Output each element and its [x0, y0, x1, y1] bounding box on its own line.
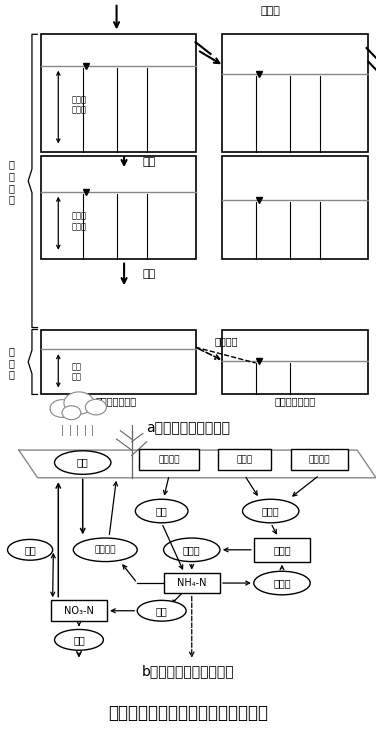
Bar	[51, 601, 107, 621]
Text: 有機化: 有機化	[273, 578, 291, 588]
Text: 浸透: 浸透	[143, 157, 156, 167]
Text: b．窒素収支サブモデル: b．窒素収支サブモデル	[142, 665, 234, 679]
Text: 不
飽
和
帯: 不 飽 和 帯	[8, 160, 14, 204]
Bar	[222, 156, 368, 259]
Text: NO₃-N: NO₃-N	[64, 606, 94, 616]
Bar	[254, 538, 310, 561]
Text: 浸透: 浸透	[143, 270, 156, 279]
Bar	[222, 330, 368, 394]
Text: 堆　肥: 堆 肥	[237, 456, 252, 464]
Bar	[291, 449, 348, 470]
Circle shape	[85, 399, 106, 415]
Text: 腐　植: 腐 植	[273, 545, 291, 555]
Ellipse shape	[254, 572, 310, 595]
Circle shape	[64, 392, 94, 414]
Text: 上流側ブロック: 上流側ブロック	[96, 397, 137, 406]
Bar	[222, 34, 368, 152]
Ellipse shape	[8, 539, 53, 560]
Text: 下流側ブロック: 下流側ブロック	[274, 397, 316, 406]
Ellipse shape	[137, 601, 186, 621]
Text: 溶脱: 溶脱	[73, 635, 85, 645]
Bar	[218, 449, 271, 470]
Bar	[164, 573, 220, 593]
Text: 地下
水位: 地下 水位	[71, 362, 82, 381]
Text: 図３　地下水質予測モデルの概念図: 図３ 地下水質予測モデルの概念図	[108, 703, 268, 722]
Text: 飽
和
帯: 飽 和 帯	[8, 346, 14, 380]
Text: 不飽和
水分量: 不飽和 水分量	[71, 95, 86, 115]
Text: 地表流: 地表流	[261, 6, 280, 15]
Text: 溶解: 溶解	[156, 506, 168, 516]
Text: 植物遺体: 植物遺体	[309, 456, 331, 464]
Text: 脱窒: 脱窒	[24, 545, 36, 555]
Bar	[41, 34, 196, 152]
Text: 無機化: 無機化	[183, 545, 200, 555]
Text: a．水収支サブモデル: a．水収支サブモデル	[146, 421, 230, 435]
Ellipse shape	[73, 538, 137, 561]
Ellipse shape	[135, 499, 188, 523]
Text: 地下流動: 地下流動	[214, 336, 238, 346]
Bar	[139, 449, 199, 470]
Circle shape	[62, 406, 81, 420]
Circle shape	[50, 399, 74, 418]
Ellipse shape	[243, 499, 299, 523]
Text: 化学肥料: 化学肥料	[158, 456, 180, 464]
Ellipse shape	[55, 629, 103, 650]
Text: 植物吸収: 植物吸収	[94, 545, 116, 554]
Text: 降雨: 降雨	[77, 458, 89, 467]
Bar	[41, 330, 196, 394]
Text: NH₄-N: NH₄-N	[177, 578, 206, 588]
Text: 硝化: 硝化	[156, 606, 168, 616]
Text: 不飽和
水分量: 不飽和 水分量	[71, 211, 86, 231]
Bar	[41, 156, 196, 259]
Text: 腐植化: 腐植化	[262, 506, 279, 516]
Ellipse shape	[164, 538, 220, 561]
Ellipse shape	[55, 451, 111, 475]
